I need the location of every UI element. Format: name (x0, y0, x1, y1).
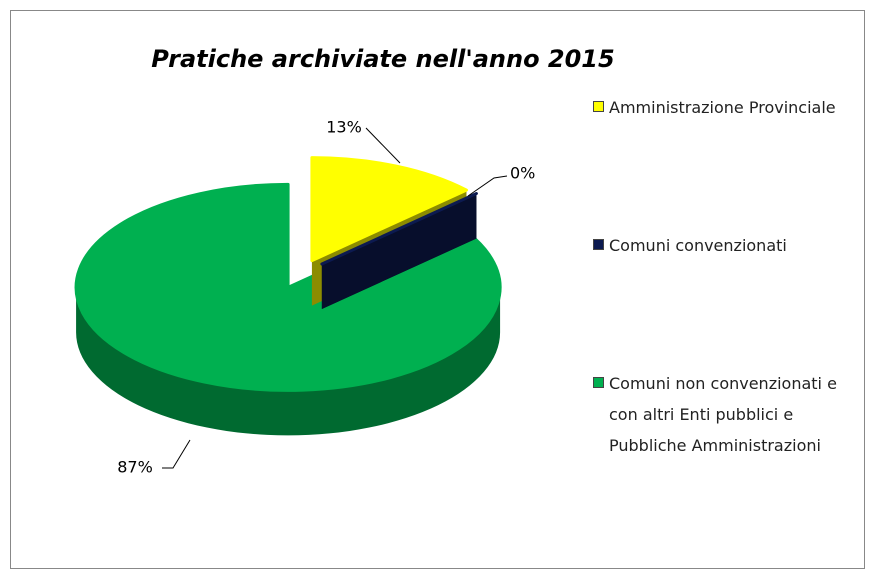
legend-swatch (593, 101, 604, 112)
legend-swatch (593, 239, 604, 250)
slice (320, 192, 478, 266)
chart-frame (10, 10, 865, 569)
slice (310, 156, 468, 263)
legend-entry: Comuni convenzionati (593, 230, 855, 261)
leader-line (467, 175, 508, 197)
chart-title: Pratiche archiviate nell'anno 2015 (151, 45, 614, 73)
legend-entry: Comuni non convenzionati e con altri Ent… (593, 368, 855, 461)
leader-line (365, 127, 401, 164)
slice (74, 182, 502, 392)
data-label: 0% (510, 164, 535, 183)
legend-label: Amministrazione Provinciale (609, 98, 836, 117)
data-label: 87% (117, 458, 153, 477)
legend-label: Comuni convenzionati (609, 236, 787, 255)
data-label: 13% (326, 118, 362, 137)
legend-label: Comuni non convenzionati e con altri Ent… (609, 374, 837, 455)
slice-side (76, 287, 501, 436)
legend-entry: Amministrazione Provinciale (593, 92, 855, 123)
legend-swatch (593, 377, 604, 388)
slice-wall (321, 193, 477, 310)
leader-line (162, 439, 191, 469)
